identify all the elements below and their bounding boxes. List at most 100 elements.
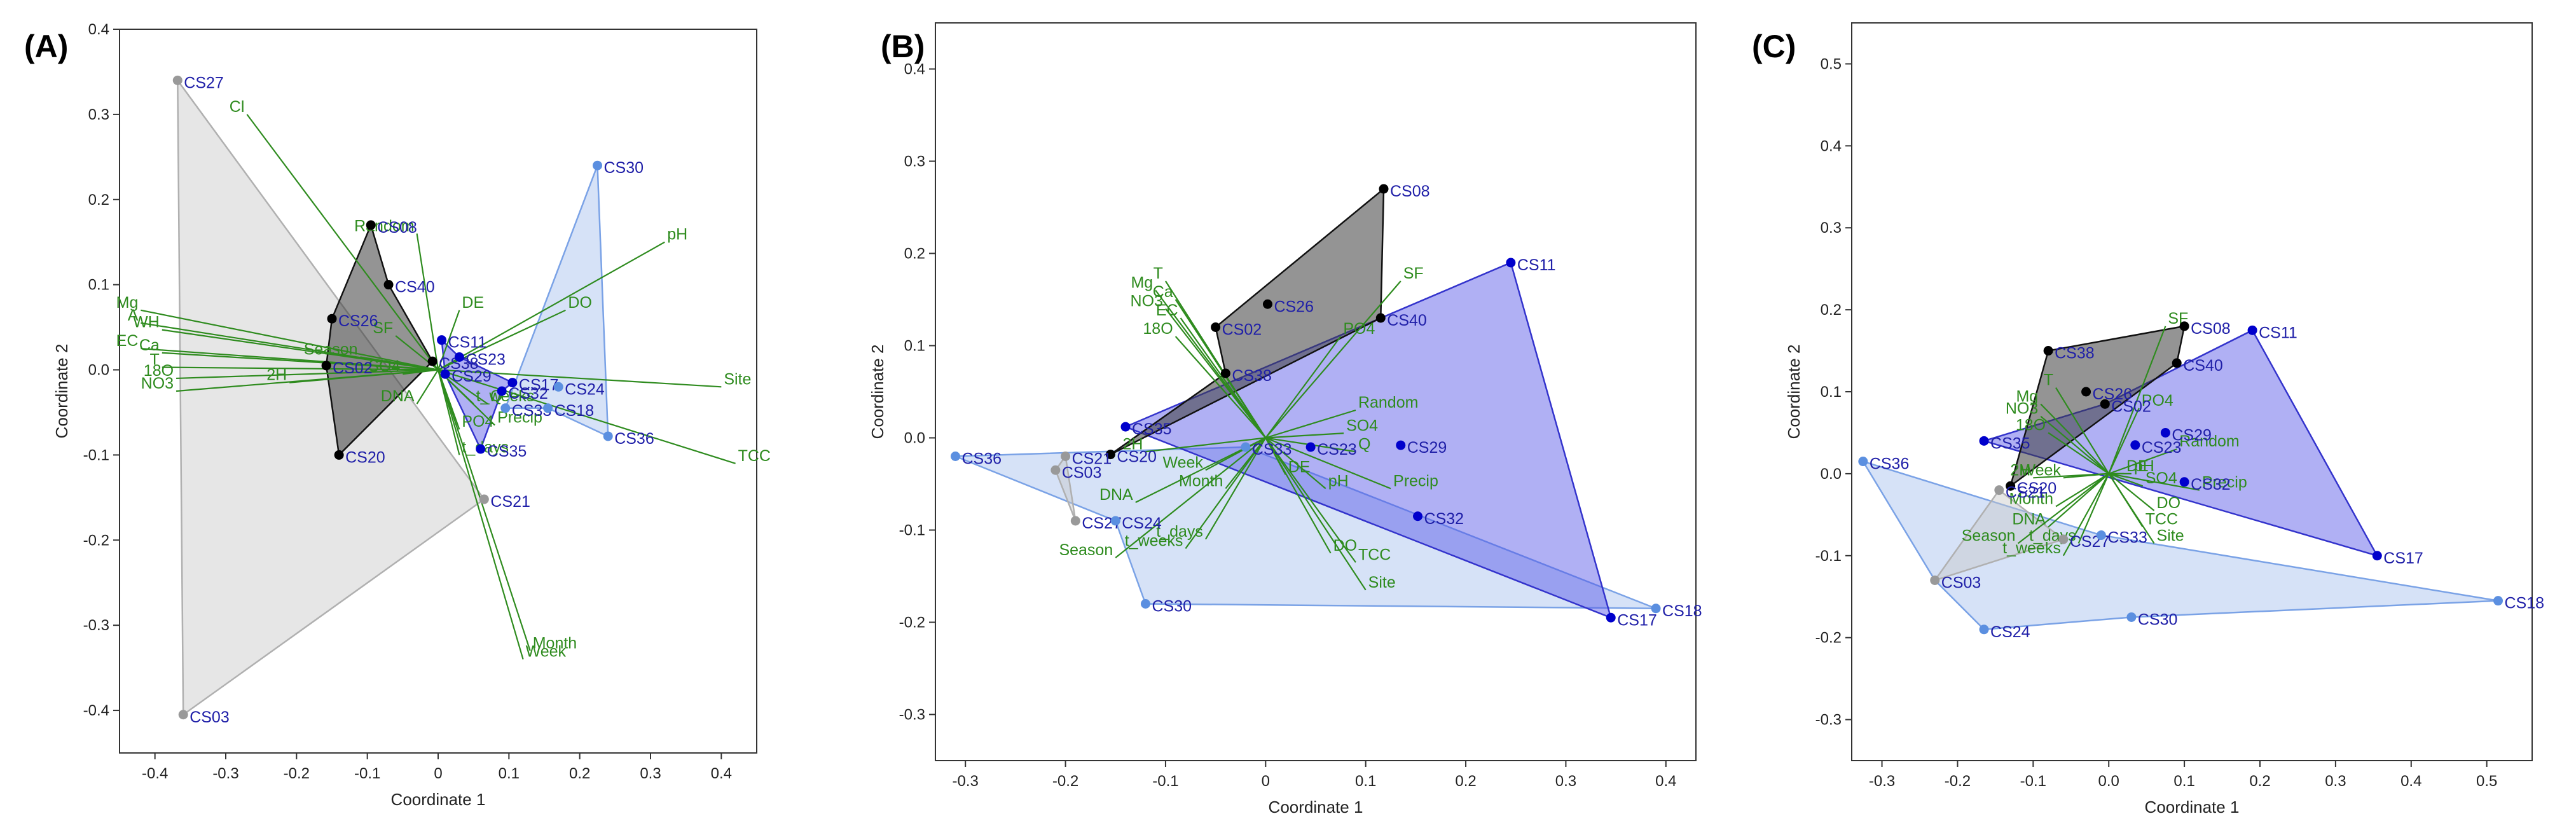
data-point bbox=[553, 382, 563, 392]
data-point bbox=[497, 386, 507, 396]
data-point bbox=[2100, 399, 2110, 409]
vector-label: TCC bbox=[738, 447, 771, 465]
vector-line bbox=[2040, 403, 2110, 474]
plot-frame bbox=[119, 29, 757, 754]
vector-label: Month bbox=[2009, 490, 2053, 507]
data-point bbox=[1211, 322, 1221, 332]
vector-label: Mg bbox=[1131, 274, 1153, 292]
data-point bbox=[1241, 442, 1251, 452]
vector-line bbox=[141, 309, 439, 371]
x-tick-label: -0.2 bbox=[284, 765, 310, 782]
y-tick-label: 0.1 bbox=[1821, 383, 1842, 401]
x-tick-label: 0.4 bbox=[711, 765, 732, 782]
vector-label: t_days bbox=[462, 438, 509, 456]
panel-label: (B) bbox=[881, 29, 925, 64]
y-tick-label: -0.2 bbox=[899, 614, 925, 631]
x-axis-label: Coordinate 1 bbox=[391, 790, 486, 809]
vector-line bbox=[176, 369, 439, 380]
point-label: CS03 bbox=[1062, 464, 1102, 481]
y-tick-label: -0.3 bbox=[83, 617, 109, 634]
x-tick-label: 0.2 bbox=[1455, 773, 1476, 790]
y-tick-label: -0.1 bbox=[1815, 548, 1842, 565]
data-point bbox=[1930, 575, 1940, 585]
vector-line bbox=[289, 369, 439, 383]
vector-label: NO3 bbox=[1131, 293, 1163, 310]
data-point bbox=[1140, 599, 1150, 609]
data-point bbox=[1858, 457, 1868, 467]
data-point bbox=[2130, 440, 2140, 450]
data-point bbox=[2058, 534, 2069, 544]
vector-label: t_days bbox=[1156, 523, 1203, 541]
data-point bbox=[543, 403, 553, 413]
vector-line bbox=[1265, 437, 1326, 490]
vector-line bbox=[1265, 409, 1356, 439]
vector-label: Season bbox=[304, 340, 358, 358]
vector-label: Precip bbox=[1393, 472, 1438, 490]
vector-label: T bbox=[1154, 265, 1163, 282]
data-point bbox=[1994, 485, 2004, 495]
vector-line bbox=[1204, 437, 1267, 540]
point-label: CS03 bbox=[189, 708, 230, 726]
vector-label: SF bbox=[373, 319, 393, 337]
plot-frame bbox=[935, 22, 1697, 761]
y-tick-label: 0.1 bbox=[904, 338, 925, 355]
data-point bbox=[1375, 313, 1386, 323]
x-tick-label: -0.3 bbox=[953, 773, 979, 790]
data-point bbox=[2006, 481, 2016, 491]
vector-line bbox=[2108, 473, 2155, 511]
vector-line bbox=[1174, 299, 1267, 439]
data-point bbox=[2096, 530, 2106, 541]
vector-label: Mg bbox=[2016, 387, 2038, 405]
vector-line bbox=[437, 369, 722, 388]
vector-label: Month bbox=[1179, 472, 1223, 490]
y-axis-label: Coordinate 2 bbox=[52, 344, 71, 439]
point-label: CS21 bbox=[2006, 484, 2046, 502]
y-tick-label: 0.4 bbox=[88, 21, 109, 38]
vector-label: Month bbox=[533, 634, 577, 652]
point-label: CS18 bbox=[1662, 602, 1702, 620]
vector-line bbox=[2063, 473, 2109, 479]
data-point bbox=[366, 220, 376, 230]
vector-label: Week bbox=[2020, 461, 2061, 479]
panel-label: (A) bbox=[24, 29, 68, 64]
vector-label: SF bbox=[1403, 265, 1424, 282]
vector-label: Random bbox=[1358, 394, 1419, 411]
x-tick-label: 0.1 bbox=[1355, 773, 1376, 790]
point-label: CS11 bbox=[448, 334, 487, 352]
vector-line bbox=[2108, 408, 2140, 474]
vector-label: t_days bbox=[2029, 527, 2076, 544]
vector-label: DNA bbox=[2012, 511, 2046, 528]
data-point bbox=[1979, 436, 1989, 446]
vector-label: TCC bbox=[1358, 546, 1391, 563]
data-point bbox=[454, 352, 464, 362]
data-point bbox=[2126, 612, 2137, 622]
vector-line bbox=[437, 369, 524, 660]
vector-label: DNA bbox=[1099, 486, 1133, 504]
vector-line bbox=[162, 329, 439, 371]
vector-label: T bbox=[150, 351, 160, 369]
panel-label: (C) bbox=[1752, 29, 1796, 64]
data-point bbox=[1220, 368, 1230, 378]
x-tick-label: -0.3 bbox=[1869, 773, 1895, 790]
vector-label: SO4 bbox=[2146, 469, 2177, 487]
data-point bbox=[1506, 258, 1516, 268]
vector-line bbox=[2108, 326, 2166, 474]
x-tick-label: -0.1 bbox=[354, 765, 380, 782]
data-point bbox=[1105, 450, 1115, 460]
y-tick-label: -0.1 bbox=[83, 446, 109, 464]
point-label: CS17 bbox=[519, 376, 559, 394]
vector-label: SO4 bbox=[368, 357, 400, 375]
vector-line bbox=[2108, 473, 2155, 544]
point-label: CS38 bbox=[1232, 367, 1272, 385]
data-point bbox=[437, 335, 447, 345]
vector-label: Precip bbox=[2202, 474, 2247, 492]
vector-label: TCC bbox=[2146, 511, 2178, 528]
vector-line bbox=[2108, 473, 2144, 487]
point-label: CS36 bbox=[1870, 455, 1910, 473]
data-point bbox=[327, 314, 337, 324]
data-point bbox=[500, 403, 511, 413]
data-point bbox=[1120, 422, 1131, 432]
vector-label: DO bbox=[1333, 537, 1358, 555]
data-point bbox=[507, 378, 518, 388]
